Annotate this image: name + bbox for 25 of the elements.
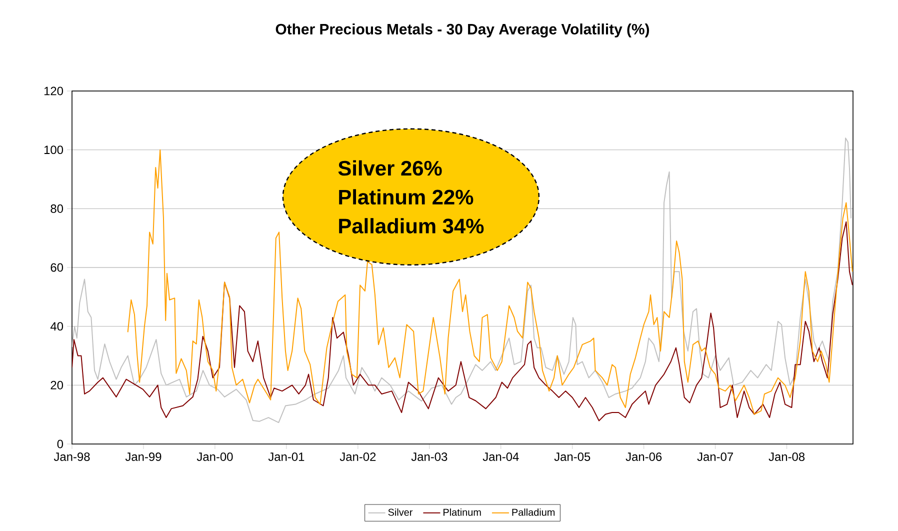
- legend-label: Platinum: [444, 508, 481, 516]
- x-tick-label: Jan-06: [626, 452, 662, 461]
- x-tick-label: Jan-98: [54, 452, 90, 461]
- x-tick-label: Jan-01: [268, 452, 304, 461]
- y-tick-label: 100: [44, 146, 64, 154]
- x-tick-label: Jan-07: [697, 452, 733, 461]
- annotation: Platinum 22%: [339, 189, 474, 205]
- chart-title: Other Precious Metals - 30 Day Average Volatility (%): [276, 24, 650, 38]
- y-tick-label: 0: [57, 440, 64, 448]
- x-tick-label: Jan-04: [482, 452, 519, 461]
- annotation: Silver 26%: [338, 160, 442, 176]
- annotation: Palladium 34%: [339, 218, 484, 234]
- y-tick-label: 40: [50, 322, 64, 331]
- x-tick-label: Jan-05: [554, 452, 590, 461]
- y-tick-label: 60: [50, 263, 64, 272]
- x-tick-label: Jan-00: [196, 452, 233, 461]
- y-tick-label: 80: [50, 204, 64, 213]
- x-tick-label: Jan-02: [340, 452, 376, 461]
- y-tick-label: 120: [44, 86, 64, 96]
- y-tick-label: 20: [50, 380, 64, 390]
- x-tick-label: Jan-99: [125, 452, 162, 461]
- x-tick-label: Jan-03: [411, 452, 448, 461]
- legend-label: Palladium: [512, 508, 555, 516]
- x-tick-label: Jan-08: [768, 452, 805, 461]
- legend-label: Silver: [388, 508, 413, 516]
